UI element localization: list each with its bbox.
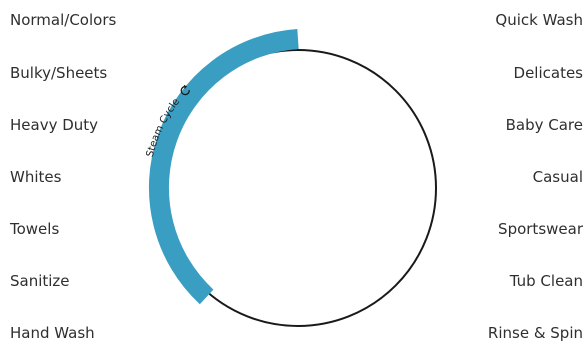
cycle-option-baby-care[interactable]: Baby Care: [505, 116, 583, 134]
cycle-option-heavy-duty[interactable]: Heavy Duty: [10, 116, 99, 134]
cycle-option-tub-clean[interactable]: Tub Clean: [509, 272, 583, 290]
cycle-option-sportswear[interactable]: Sportswear: [498, 220, 583, 238]
cycle-option-quick-wash[interactable]: Quick Wash: [495, 11, 583, 29]
cycle-option-sanitize[interactable]: Sanitize: [10, 272, 70, 290]
cycle-option-hand-wash[interactable]: Hand Wash: [10, 324, 95, 342]
steam-cycle-icon: [180, 84, 190, 96]
cycle-option-bulky-sheets[interactable]: Bulky/Sheets: [10, 64, 108, 82]
cycle-option-casual[interactable]: Casual: [532, 168, 583, 186]
cycle-option-whites[interactable]: Whites: [10, 168, 62, 186]
cycle-option-rinse-spin[interactable]: Rinse & Spin: [487, 324, 583, 342]
cycle-option-delicates[interactable]: Delicates: [513, 64, 583, 82]
cycle-option-towels[interactable]: Towels: [10, 220, 60, 238]
cycle-option-normal-colors[interactable]: Normal/Colors: [10, 11, 117, 29]
steam-cycle-arc: [148, 29, 299, 305]
